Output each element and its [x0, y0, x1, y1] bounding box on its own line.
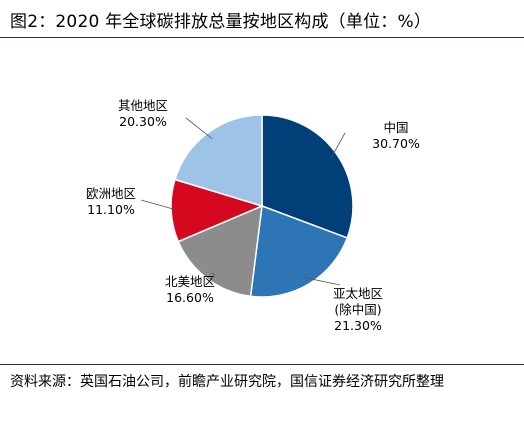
slice-value-label: 21.30% — [334, 318, 382, 333]
slice-category-label: 其他地区 — [118, 98, 168, 113]
pie-slice — [177, 204, 263, 298]
slice-category-label: 北美地区 — [165, 274, 215, 289]
leader-line — [330, 132, 346, 159]
pie-slice — [174, 114, 263, 208]
pie-slice — [249, 204, 349, 298]
leader-line — [211, 272, 216, 276]
leader-line — [305, 277, 341, 286]
chart-title: 图2：2020 年全球碳排放总量按地区构成（单位：%） — [10, 12, 432, 32]
slice-category-label: (除中国) — [334, 302, 381, 317]
slice-category-label: 欧洲地区 — [86, 186, 136, 201]
slice-category-label: 中国 — [383, 120, 408, 135]
source-divider — [0, 364, 524, 365]
pie-slice — [261, 114, 354, 239]
slice-category-label: 亚太地区 — [333, 286, 383, 301]
title-divider — [0, 37, 524, 38]
slice-value-label: 20.30% — [119, 114, 167, 129]
slice-value-label: 16.60% — [166, 290, 214, 305]
leader-line — [140, 199, 179, 211]
source-note: 资料来源：英国石油公司，前瞻产业研究院，国信证券经济研究所整理 — [10, 374, 444, 390]
leader-line — [185, 117, 213, 140]
slice-value-label: 30.70% — [372, 136, 420, 151]
slice-value-label: 11.10% — [87, 202, 135, 217]
